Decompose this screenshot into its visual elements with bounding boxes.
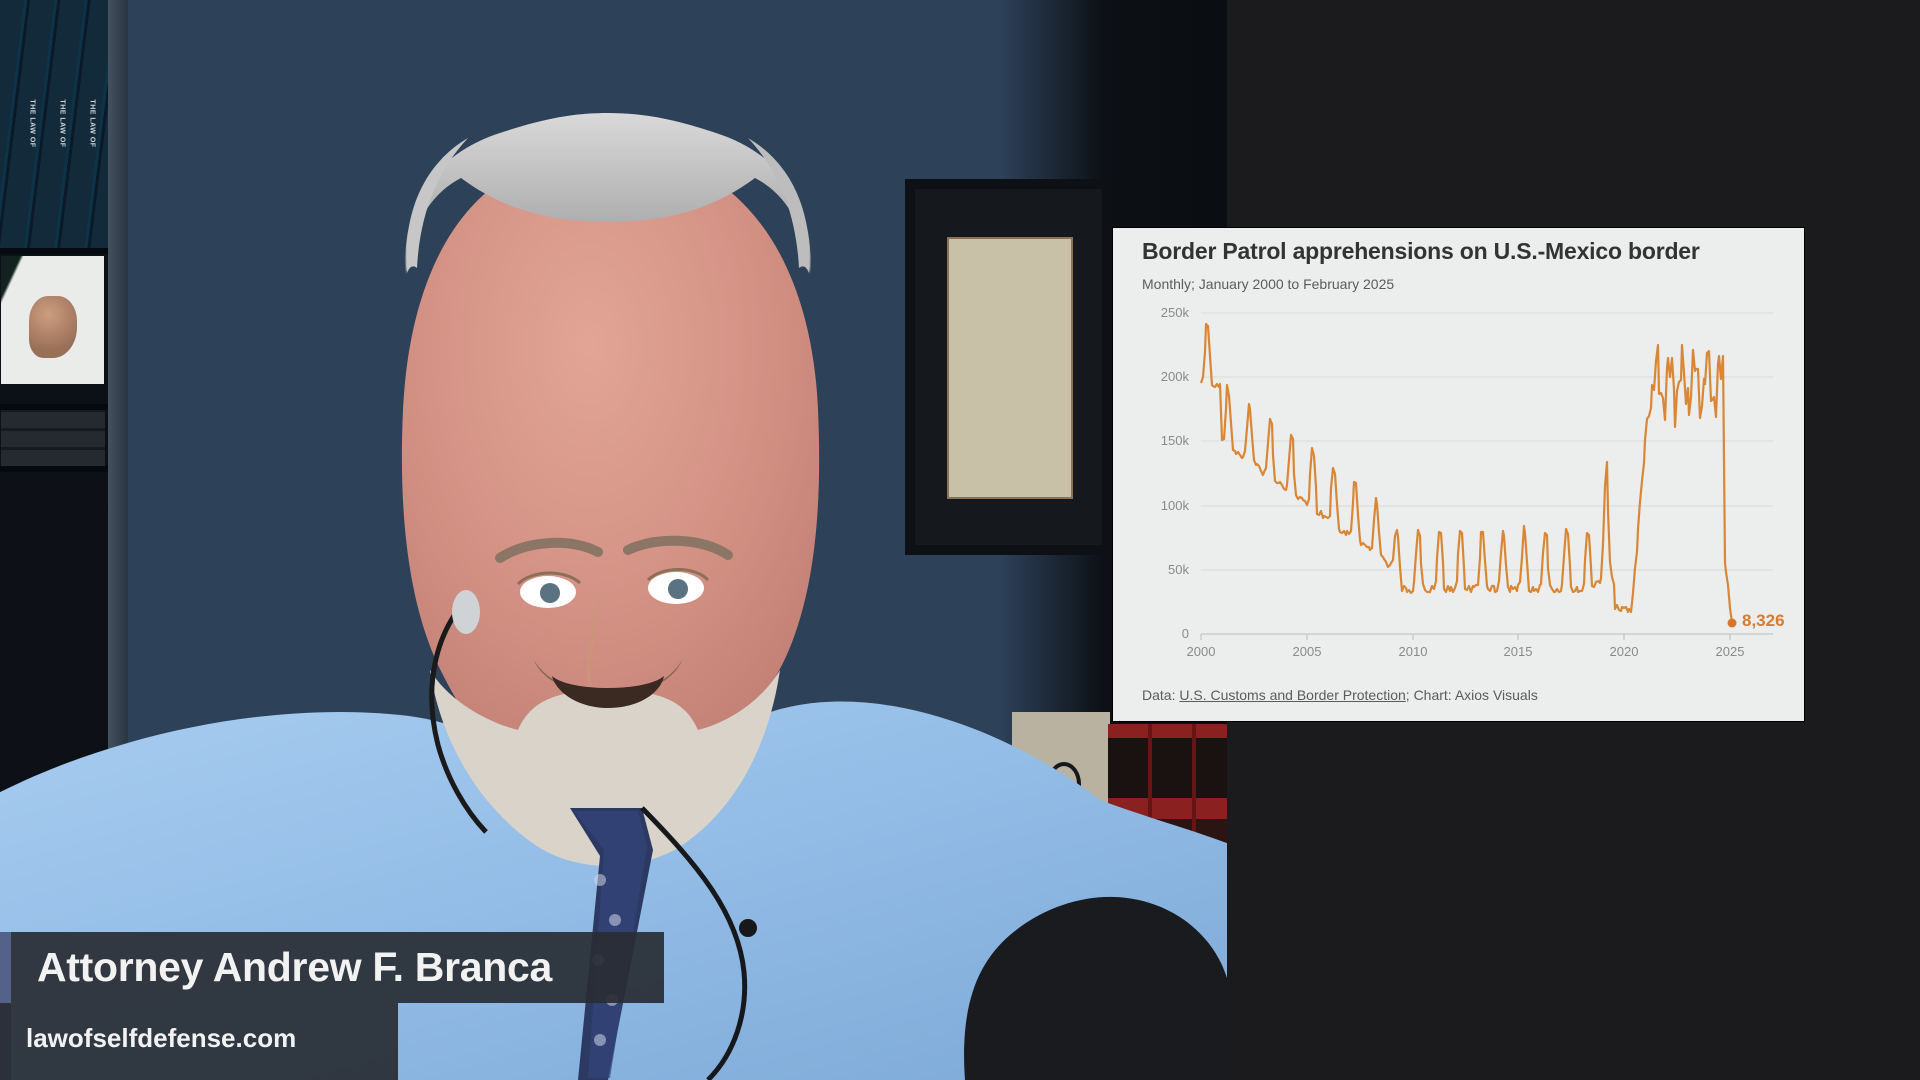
- svg-text:2010: 2010: [1399, 644, 1428, 659]
- svg-text:200k: 200k: [1161, 369, 1190, 384]
- svg-text:2000: 2000: [1187, 644, 1216, 659]
- svg-text:50k: 50k: [1168, 562, 1189, 577]
- svg-text:250k: 250k: [1161, 305, 1190, 320]
- svg-text:150k: 150k: [1161, 433, 1190, 448]
- svg-text:2025: 2025: [1716, 644, 1745, 659]
- svg-text:2005: 2005: [1293, 644, 1322, 659]
- svg-text:0: 0: [1182, 626, 1189, 641]
- svg-text:2020: 2020: [1610, 644, 1639, 659]
- svg-text:2015: 2015: [1504, 644, 1533, 659]
- svg-text:100k: 100k: [1161, 498, 1190, 513]
